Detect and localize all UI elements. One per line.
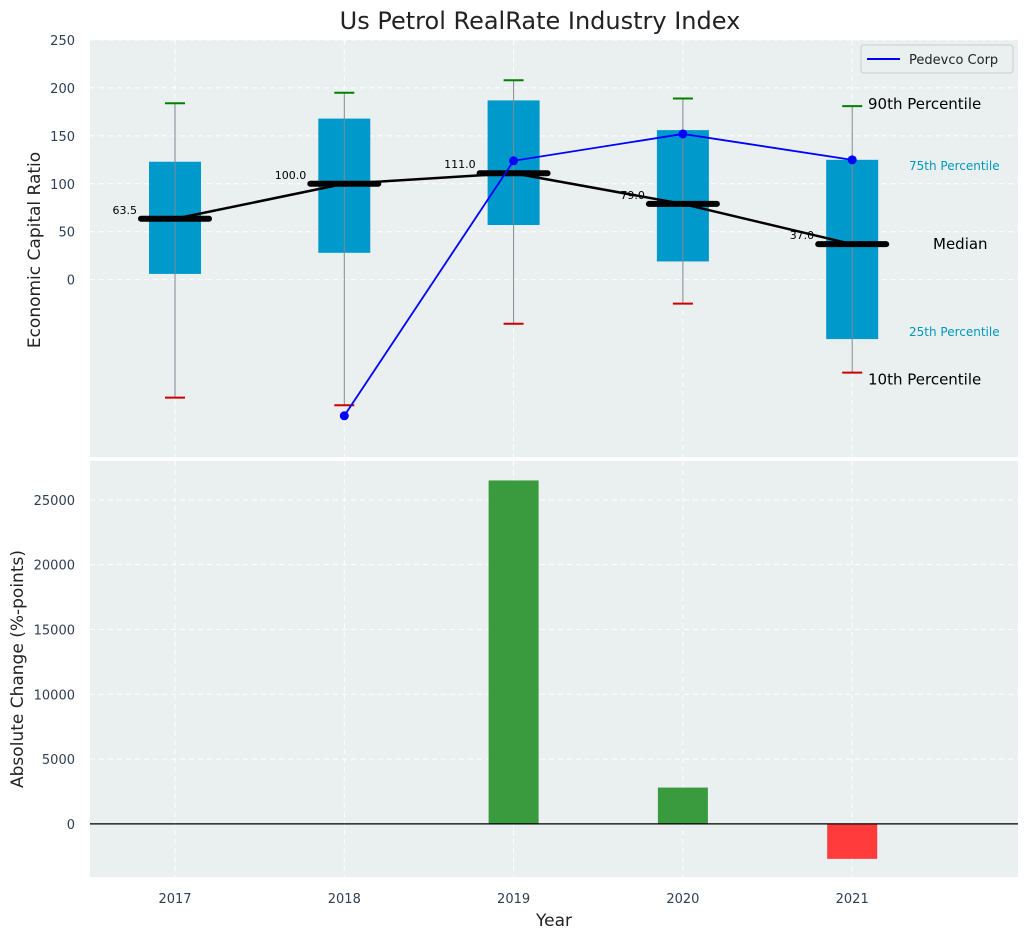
series-line-pedevco [343,133,853,417]
bottom-y-ticks: 0 5000 10000 15000 20000 25000 [34,494,75,833]
x-tick-label-2021: 2021 [836,892,869,907]
bottom-y-tick-label: 5000 [42,753,75,768]
change-bar-2021 [827,823,878,859]
change-bar-2019 [488,480,539,824]
x-axis-label: Year [535,911,572,931]
series-point-2018 [339,411,349,421]
top-y-tick-label: 50 [58,226,75,241]
median-trend-line [174,171,853,246]
bottom-y-tick-label: 25000 [34,494,75,509]
bottom-y-tick-label: 20000 [34,559,75,574]
x-tick-label-2017: 2017 [158,892,191,907]
bottom-y-tick-label: 15000 [34,623,75,638]
series-lines [339,129,857,421]
legend-label-pedevco: Pedevco Corp [909,53,998,68]
bottom-y-tick-label: 0 [67,818,75,833]
bottom-y-tick-label: 10000 [34,688,75,703]
x-tick-label-2020: 2020 [666,892,699,907]
x-ticks: 2017 2018 2019 2020 2021 [158,892,868,907]
top-y-tick-label: 0 [67,274,75,289]
change-bar-2020 [657,787,708,824]
x-tick-label-2018: 2018 [328,892,361,907]
bottom-y-axis-label: Absolute Change (%-points) [8,550,28,788]
annotation-p25: 25th Percentile [909,325,1000,339]
series-point-2020 [678,129,688,139]
top-y-axis-label: Economic Capital Ratio [25,152,45,348]
top-y-tick-label: 150 [50,130,75,145]
annotation-p90: 90th Percentile [868,95,981,113]
top-y-tick-label: 200 [50,82,75,97]
annotation-p75: 75th Percentile [909,159,1000,173]
top-y-tick-label: 100 [50,178,75,193]
median-label-2019: 111.0 [444,158,476,171]
legend: Pedevco Corp [860,44,1014,74]
series-point-2021 [847,155,857,165]
top-y-tick-label: 250 [50,34,75,49]
bottom-plot-background [90,461,1018,877]
annotation-median: Median [933,235,988,253]
top-y-ticks: 0 50 100 150 200 250 [50,34,75,289]
median-label-2018: 100.0 [275,169,307,182]
legend-box [860,44,1014,74]
x-tick-label-2019: 2019 [497,892,530,907]
annotation-p10: 10th Percentile [868,371,981,389]
median-label-2017: 63.5 [113,204,138,217]
change-bars [90,480,1018,859]
chart-title: Us Petrol RealRate Industry Index [340,7,741,35]
percentile-annotations: 90th Percentile 75th Percentile Median 25th… [868,95,1000,388]
series-point-2019 [509,156,519,166]
